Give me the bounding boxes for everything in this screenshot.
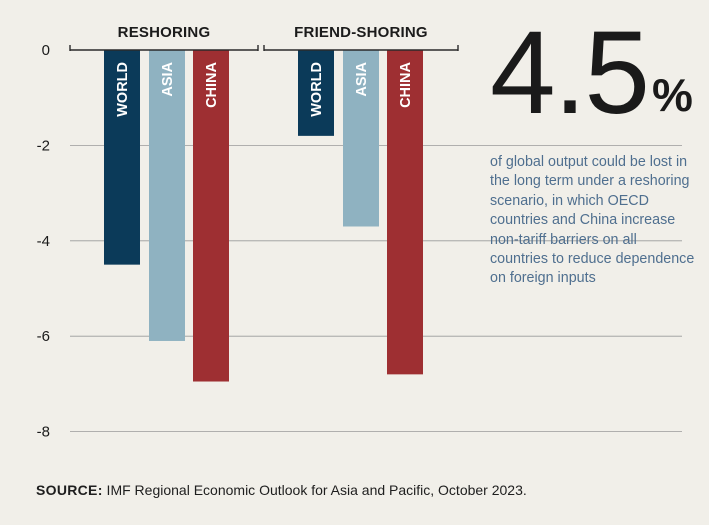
source-label: SOURCE: (36, 482, 103, 498)
bar-label: WORLD (309, 62, 325, 117)
bar (149, 50, 185, 341)
y-tick-label: -4 (37, 233, 50, 250)
bar-label: WORLD (115, 62, 131, 117)
y-tick-label: -2 (37, 137, 50, 154)
big-stat-value: 4.5 (490, 7, 650, 139)
bar (104, 50, 140, 265)
group-label: RESHORING (118, 24, 211, 41)
bar (193, 50, 229, 382)
stat-description: of global output could be lost in the lo… (490, 154, 695, 287)
bar (343, 50, 379, 227)
bar-label: ASIA (354, 61, 370, 96)
y-tick-label: -8 (37, 424, 50, 441)
y-tick-label: 0 (42, 42, 50, 59)
bar (298, 50, 334, 136)
source-text: IMF Regional Economic Outlook for Asia a… (102, 482, 527, 498)
bar-label: CHINA (398, 61, 414, 107)
y-tick-label: -6 (37, 328, 50, 345)
group-label: FRIEND-SHORING (294, 24, 428, 41)
source-note: SOURCE: IMF Regional Economic Outlook fo… (36, 482, 527, 498)
big-stat-unit: % (652, 69, 693, 121)
bar-label: CHINA (204, 61, 220, 107)
big-stat: 4.5% (490, 14, 693, 132)
bar (387, 50, 423, 375)
bar-label: ASIA (160, 61, 176, 96)
